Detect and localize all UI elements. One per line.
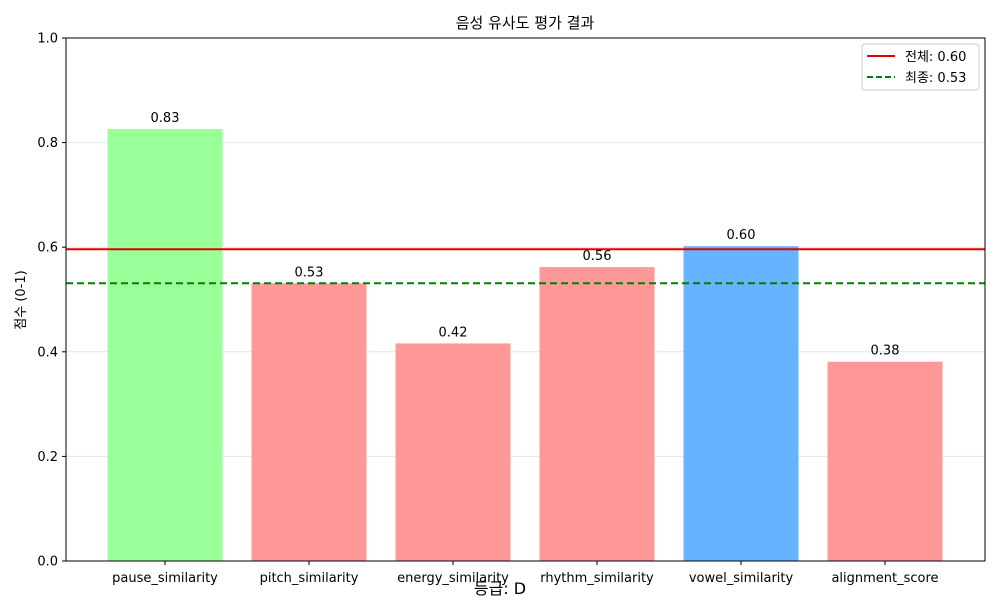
x-tick-label: energy_similarity <box>397 571 509 586</box>
y-tick-label: 0.4 <box>37 345 58 360</box>
grade-label: 등급: D <box>474 579 526 598</box>
y-tick-label: 0.8 <box>37 136 58 151</box>
bar-value-label: 0.83 <box>151 111 180 126</box>
chart-title: 음성 유사도 평가 결과 <box>456 14 595 32</box>
x-tick-label: pause_similarity <box>112 571 218 586</box>
y-tick-label: 1.0 <box>37 32 58 47</box>
bar-value-label: 0.42 <box>439 325 468 340</box>
y-tick-label: 0.6 <box>37 241 58 256</box>
x-tick-label: vowel_similarity <box>689 571 794 586</box>
bar <box>395 343 511 561</box>
y-axis-ticks: 0.0 0.2 0.4 0.6 0.8 1.0 <box>37 32 66 570</box>
reference-lines <box>66 248 985 285</box>
bars: 0.83 0.53 0.42 0.56 0.60 0.38 <box>107 111 943 562</box>
legend-label: 최종: 0.53 <box>905 71 966 86</box>
x-tick-label: pitch_similarity <box>260 571 359 586</box>
bar-value-label: 0.38 <box>871 344 900 359</box>
legend-label: 전체: 0.60 <box>905 50 966 65</box>
bar <box>107 129 223 561</box>
bar <box>683 246 799 562</box>
bar-value-label: 0.60 <box>727 228 756 243</box>
bar <box>539 267 655 561</box>
x-tick-label: alignment_score <box>831 571 938 586</box>
x-axis-ticks: pause_similarity pitch_similarity energy_s… <box>112 561 939 586</box>
plot-frame <box>65 37 986 562</box>
bar-value-label: 0.56 <box>583 249 612 264</box>
x-tick-label: rhythm_similarity <box>540 571 654 586</box>
legend: 전체: 0.60 최종: 0.53 <box>861 43 980 91</box>
bar <box>827 361 943 561</box>
y-tick-label: 0.0 <box>37 555 58 570</box>
bar-value-label: 0.53 <box>295 265 324 280</box>
bar <box>251 283 367 561</box>
y-axis-label: 점수 (0-1) <box>14 270 29 329</box>
y-tick-label: 0.2 <box>37 450 58 465</box>
